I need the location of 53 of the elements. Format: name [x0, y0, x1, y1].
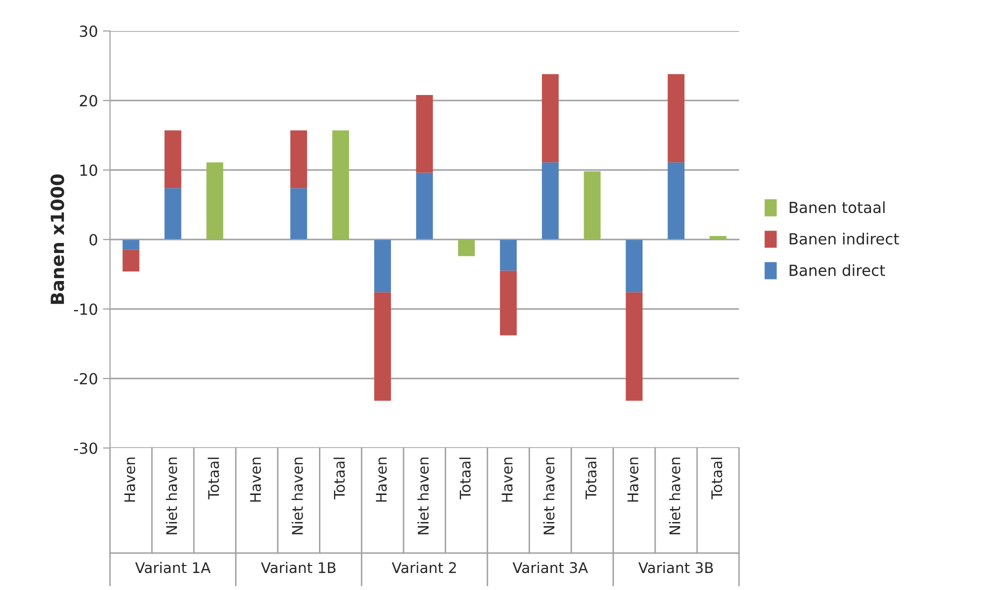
y-tick-label: -20 — [74, 372, 98, 385]
x-tick-label: Niet haven — [166, 458, 178, 534]
legend-label: Banen totaal — [790, 201, 885, 214]
bar — [416, 94, 433, 173]
bar — [374, 292, 391, 401]
x-tick-label: Totaal — [334, 458, 345, 500]
y-tick-label: 0 — [89, 234, 98, 246]
x-tick-label: Totaal — [208, 458, 220, 500]
text: Variant 1A — [135, 562, 211, 574]
x-tick-label: Niet haven — [292, 458, 303, 534]
bar — [626, 292, 643, 401]
bar — [542, 74, 559, 162]
bar — [122, 240, 140, 250]
bar — [542, 162, 559, 240]
x-tick-label: Totaal — [459, 458, 471, 500]
text: Variant 2 — [392, 562, 456, 574]
bar — [290, 188, 308, 240]
y-tick-label: 30 — [80, 25, 98, 38]
bar — [122, 250, 140, 272]
bar — [164, 188, 182, 240]
bar — [290, 130, 308, 188]
bar — [164, 130, 182, 188]
bar — [416, 172, 433, 240]
x-tick-label: Niet haven — [669, 458, 680, 534]
x-tick-label: Niet haven — [543, 458, 555, 534]
text: Variant 1B — [260, 562, 336, 574]
y-tick-label: 10 — [80, 164, 98, 176]
y-tick-label: -30 — [74, 442, 98, 454]
x-tick-label: Haven — [502, 458, 513, 502]
bar — [206, 162, 224, 240]
bar — [668, 74, 684, 162]
bar — [500, 270, 517, 336]
x-tick-label: Haven — [250, 458, 261, 502]
bar — [374, 240, 391, 292]
y-axis-title: Banen x1000 — [50, 174, 64, 304]
text: Variant 3A — [512, 562, 588, 574]
x-tick-label: Haven — [124, 458, 136, 502]
bar — [668, 162, 684, 240]
x-tick-label: Haven — [376, 458, 387, 502]
bar — [584, 171, 601, 240]
bar — [332, 130, 350, 240]
y-tick-label: -10 — [74, 303, 98, 316]
x-tick-label: Niet haven — [417, 458, 429, 534]
legend-label: Banen indirect — [790, 232, 899, 245]
x-tick-label: Totaal — [585, 458, 596, 500]
text: Variant 3B — [638, 562, 713, 574]
x-tick-label: Haven — [628, 458, 638, 502]
legend-label: Banen direct — [790, 264, 886, 276]
x-tick-label: Totaal — [710, 458, 722, 500]
y-tick-label: 20 — [80, 94, 98, 107]
bar — [458, 240, 475, 256]
bar — [626, 240, 643, 292]
bar — [500, 240, 517, 271]
